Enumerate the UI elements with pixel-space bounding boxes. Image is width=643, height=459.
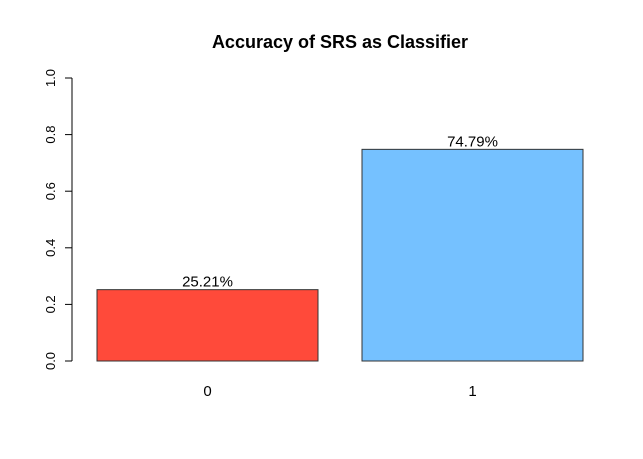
y-tick-label: 0.4 (43, 239, 58, 257)
x-tick-label-0: 0 (203, 383, 211, 400)
y-tick-label: 0.8 (43, 126, 58, 144)
chart-title: Accuracy of SRS as Classifier (212, 32, 468, 52)
y-tick-label: 1.0 (43, 69, 58, 87)
y-tick-label: 0.2 (43, 295, 58, 313)
bar-1 (361, 148, 584, 362)
y-axis: 0.0 0.2 0.4 0.6 0.8 1.0 (43, 69, 73, 370)
x-tick-label-1: 1 (468, 383, 476, 400)
bars-group: 25.21% 74.79% (96, 133, 584, 362)
bar-0 (96, 289, 319, 362)
data-label-1: 74.79% (447, 133, 498, 150)
data-label-0: 25.21% (182, 274, 233, 291)
y-tick-label: 0.0 (43, 352, 58, 370)
y-tick-label: 0.6 (43, 182, 58, 200)
